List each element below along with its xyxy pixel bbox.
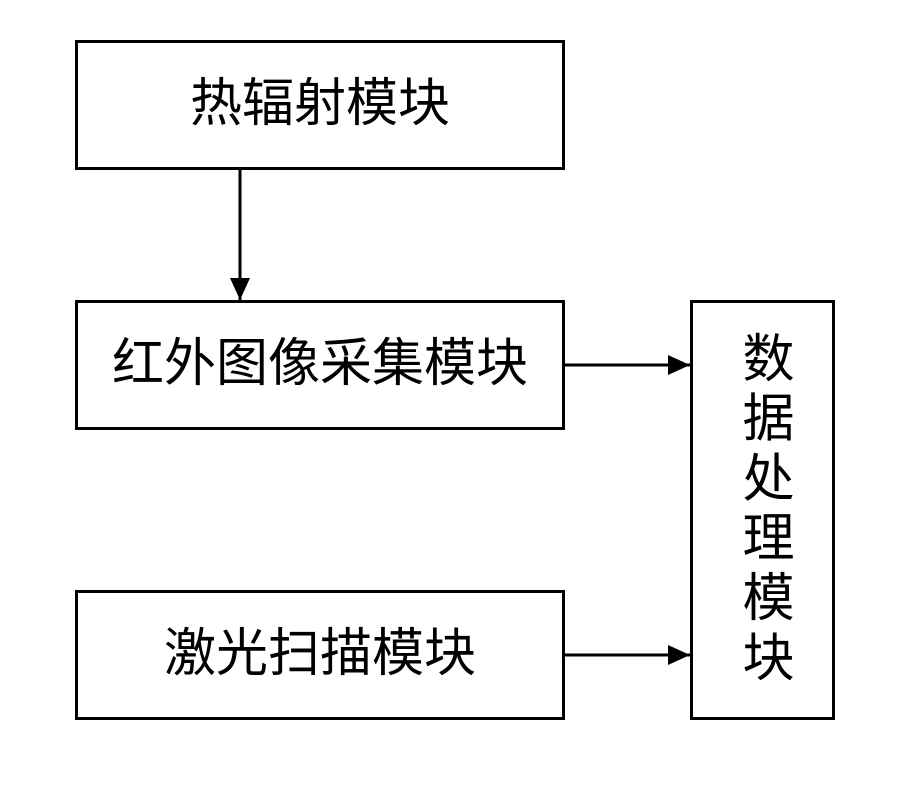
node-data-processing: 数据处理模块 [690, 300, 835, 720]
node-laser-scan-label: 激光扫描模块 [164, 629, 476, 681]
node-ir-image-acquisition-label: 红外图像采集模块 [112, 339, 528, 391]
node-ir-image-acquisition: 红外图像采集模块 [75, 300, 565, 430]
diagram-canvas: 热辐射模块 红外图像采集模块 激光扫描模块 数据处理模块 [0, 0, 912, 795]
node-thermal-radiation-label: 热辐射模块 [190, 79, 450, 131]
node-thermal-radiation: 热辐射模块 [75, 40, 565, 170]
node-data-processing-label: 数据处理模块 [730, 331, 795, 690]
node-laser-scan: 激光扫描模块 [75, 590, 565, 720]
